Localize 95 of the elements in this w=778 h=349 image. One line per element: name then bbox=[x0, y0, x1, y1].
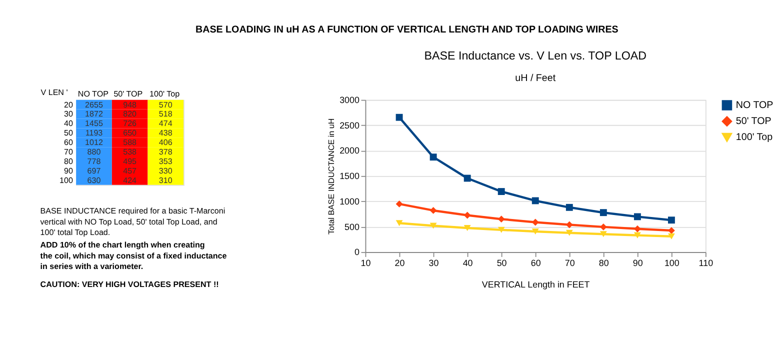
point bbox=[396, 220, 403, 226]
text: CAUTION: VERY HIGH VOLTAGES PRESENT !! bbox=[40, 280, 219, 289]
point bbox=[634, 213, 641, 220]
point bbox=[600, 209, 607, 216]
y-tick-label: 1500 bbox=[340, 171, 360, 182]
data-label: 697 bbox=[87, 166, 102, 176]
data-label: 1872 bbox=[85, 110, 104, 119]
data-label: 650 bbox=[123, 128, 138, 138]
data-label: 880 bbox=[87, 148, 102, 157]
x-tick-label: 30 bbox=[428, 258, 439, 268]
legend-label: 100' Top bbox=[736, 132, 774, 144]
legend-label: 50' TOP bbox=[736, 116, 772, 128]
chart-subtitle: uH / Feet bbox=[515, 73, 556, 84]
data-label: 588 bbox=[123, 138, 138, 148]
y-tick-label: 50 bbox=[64, 128, 74, 138]
point bbox=[532, 218, 539, 226]
point bbox=[464, 174, 471, 182]
point bbox=[498, 226, 505, 233]
data-label: 518 bbox=[158, 110, 173, 119]
data-label: 726 bbox=[123, 119, 138, 128]
text: ADD 10% of the chart length when creating the coil, which may consist of a fixed inductance in series with a variometer. bbox=[40, 240, 228, 272]
y-tick-label: 3000 bbox=[340, 94, 360, 105]
point bbox=[532, 228, 539, 234]
text: BASE LOADING IN uH AS A FUNCTION OF VERTICAL LENGTH AND TOP LOADING WIRES bbox=[196, 24, 619, 36]
y-tick-label: 0 bbox=[354, 247, 360, 258]
point bbox=[430, 222, 437, 229]
y-axis-title: Total BASE INDUCTANCE in uH bbox=[327, 118, 336, 234]
point bbox=[532, 197, 539, 204]
legend-label: NO TOP bbox=[736, 100, 774, 111]
y-tick-label: 2000 bbox=[340, 146, 360, 156]
data-label: 406 bbox=[158, 138, 173, 148]
point bbox=[430, 206, 437, 214]
y-tick-label: 500 bbox=[344, 222, 360, 232]
point bbox=[498, 216, 505, 223]
x-tick-label: 100' Top bbox=[150, 90, 180, 99]
point bbox=[464, 225, 471, 232]
data-label: 495 bbox=[123, 156, 138, 166]
point bbox=[566, 204, 573, 211]
point bbox=[430, 154, 437, 161]
x-tick-label: 10 bbox=[360, 258, 371, 268]
data-label: 310 bbox=[158, 176, 173, 185]
y-tick-label: 30 bbox=[64, 110, 74, 119]
point bbox=[566, 221, 573, 228]
point bbox=[396, 114, 403, 121]
y-tick-label: 20 bbox=[64, 100, 74, 110]
data-label: 424 bbox=[123, 176, 138, 185]
text: BASE INDUCTANCE required for a basic T-Marconi vertical with NO Top Load, 50' total Top Load, and 100' total Top Load. bbox=[40, 206, 226, 238]
x-tick-label: 90 bbox=[632, 258, 643, 268]
data-label: 1455 bbox=[85, 119, 104, 128]
y-tick-label: 40 bbox=[64, 119, 74, 128]
point bbox=[634, 232, 641, 238]
data-label: 778 bbox=[87, 156, 102, 166]
data-label: 378 bbox=[158, 148, 173, 157]
point bbox=[600, 223, 607, 230]
y-tick-label: 1000 bbox=[340, 196, 360, 206]
chart-title: BASE Inductance vs. V Len vs. TOP LOAD bbox=[424, 50, 647, 63]
x-tick-label: 100 bbox=[664, 258, 680, 268]
data-label: 630 bbox=[87, 176, 102, 185]
y-tick-label: 70 bbox=[64, 148, 74, 157]
x-tick-label: 40 bbox=[462, 258, 473, 268]
x-tick-label: 60 bbox=[530, 258, 541, 268]
point bbox=[668, 233, 675, 240]
data-label: 1012 bbox=[85, 138, 104, 148]
point bbox=[464, 212, 471, 219]
x-tick-label: 70 bbox=[564, 258, 575, 268]
data-label: 1193 bbox=[85, 128, 104, 138]
point bbox=[566, 230, 573, 236]
data-label: 438 bbox=[158, 128, 173, 138]
point bbox=[634, 225, 641, 232]
y-tick-label: 90 bbox=[64, 166, 74, 176]
point bbox=[396, 200, 403, 208]
y-tick-label: 100 bbox=[60, 176, 74, 185]
data-label: 353 bbox=[158, 156, 173, 166]
data-label: 948 bbox=[123, 100, 138, 110]
point bbox=[668, 216, 675, 224]
y-tick-label: 80 bbox=[64, 156, 74, 166]
x-tick-label: 80 bbox=[598, 258, 609, 268]
data-label: 474 bbox=[158, 119, 173, 128]
point bbox=[600, 231, 607, 238]
x-tick-label: 110 bbox=[698, 258, 714, 268]
x-tick-label: NO TOP bbox=[78, 90, 108, 99]
data-label: 820 bbox=[123, 110, 138, 119]
point bbox=[498, 188, 505, 195]
data-label: 538 bbox=[123, 148, 138, 157]
data-label: 2655 bbox=[85, 100, 104, 110]
data-label: 457 bbox=[123, 166, 138, 176]
x-tick-label: 20 bbox=[394, 258, 405, 268]
y-tick-label: 2500 bbox=[340, 120, 360, 130]
y-tick-label: 60 bbox=[64, 138, 74, 148]
x-tick-label: 50 bbox=[496, 258, 507, 268]
data-label: 570 bbox=[158, 100, 173, 110]
x-axis-title: VERTICAL Length in FEET bbox=[482, 279, 590, 290]
y-axis-title: V LEN ' bbox=[40, 88, 68, 97]
x-tick-label: 50' TOP bbox=[114, 90, 143, 99]
data-label: 330 bbox=[158, 166, 173, 176]
